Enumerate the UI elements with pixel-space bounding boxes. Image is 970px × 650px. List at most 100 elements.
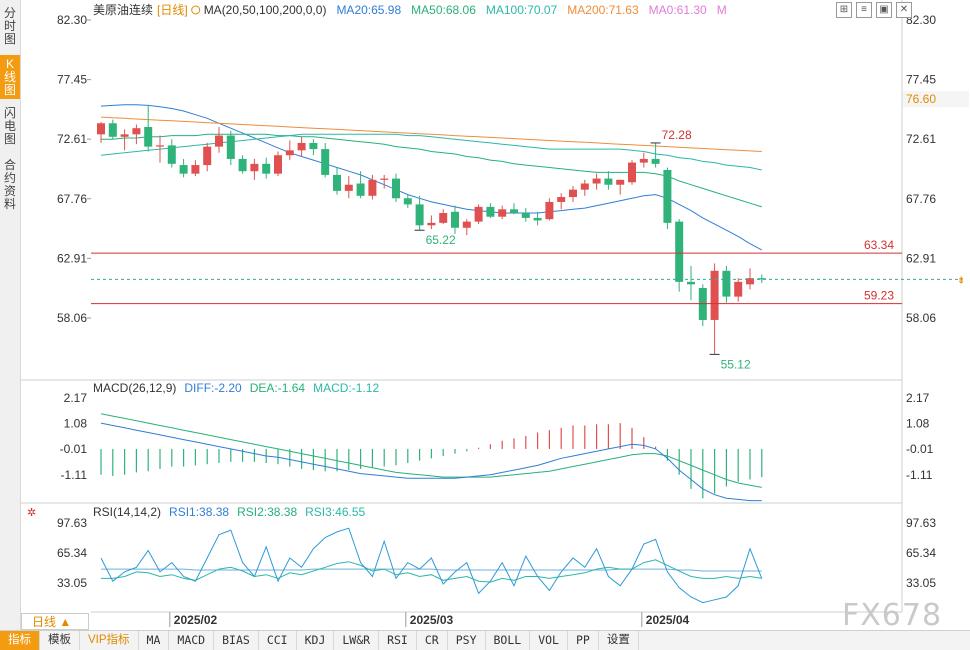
macd-tick-right: -1.11 <box>906 468 933 482</box>
chart-labels: 82.30 82.30 77.45 77.45 72.61 72.61 67.76 67.76… <box>27 2 969 627</box>
side-tab-2[interactable]: 闪 电 图 <box>3 106 16 146</box>
candle-body <box>250 163 259 172</box>
toolbar-item-14[interactable]: PP <box>568 631 599 650</box>
candle-body <box>156 145 164 147</box>
side-tab-0[interactable]: 分 时 图 <box>3 6 16 46</box>
macd-diff-line <box>100 422 762 502</box>
last-price-marker: ⇟ <box>957 275 965 286</box>
toolbar-item-10[interactable]: CR <box>417 631 448 650</box>
time-label: 2025/04 <box>646 613 690 627</box>
rsi-tick-left: 33.05 <box>57 576 87 590</box>
price-tick-right: 82.30 <box>906 13 936 27</box>
candle-body <box>262 163 271 174</box>
rsi-settings-icon: ✲ <box>27 507 36 519</box>
candle-body <box>226 135 235 159</box>
ma-value-0: MA20:65.98 <box>336 3 401 17</box>
grid <box>21 0 903 627</box>
macd-tick-right: -0.01 <box>906 442 934 456</box>
candle-body <box>498 209 507 217</box>
time-label: 2025/03 <box>410 613 454 627</box>
candle-body <box>510 209 518 214</box>
candle-body <box>403 198 412 205</box>
candle-body <box>274 155 282 174</box>
toolbar-item-3[interactable]: MA <box>139 631 170 650</box>
ma-line-ma100 <box>100 133 762 171</box>
toolbar-item-9[interactable]: RSI <box>379 631 417 650</box>
price-tick-right: 62.91 <box>906 251 936 265</box>
toolbar-item-8[interactable]: LW&R <box>334 631 380 650</box>
toolbar-item-0[interactable]: 指标 <box>0 631 40 650</box>
candle-body <box>722 270 731 297</box>
candle-body <box>545 201 554 220</box>
candle-body <box>474 206 483 222</box>
candle-body <box>368 179 377 196</box>
period-button[interactable]: 日线 ▲ <box>21 613 89 630</box>
side-tab-1[interactable]: K 线 图 <box>0 55 20 99</box>
toolbar-item-12[interactable]: BOLL <box>486 631 531 650</box>
ma-params: MA(20,50,100,200,0,0) <box>204 3 327 17</box>
toolbar-item-13[interactable]: VOL <box>530 631 568 650</box>
price-tick-left: 58.06 <box>57 311 87 325</box>
bars-icon[interactable]: ≡ <box>856 2 872 18</box>
toolbar-item-1[interactable]: 模板 <box>40 631 80 650</box>
ma-line-ma20 <box>100 104 763 251</box>
expand-icon[interactable]: ⊞ <box>836 2 852 18</box>
price-tick-left: 82.30 <box>57 13 87 27</box>
toolbar-item-6[interactable]: CCI <box>259 631 297 650</box>
low-annotation-2: 55.12 <box>721 357 751 371</box>
period-label: [日线] <box>157 3 188 17</box>
rsi1-label: RSI1:38.38 <box>169 505 229 519</box>
candle-body <box>321 149 330 175</box>
price-tick-left: 72.61 <box>57 132 87 146</box>
toolbar-item-11[interactable]: PSY <box>448 631 486 650</box>
candle-body <box>462 221 471 228</box>
rsi3-label: RSI3:46.55 <box>305 505 365 519</box>
candle-body <box>569 189 577 198</box>
candle-body <box>297 142 306 151</box>
watermark: FX678 <box>842 598 943 633</box>
rsi-tick-left: 65.34 <box>57 546 87 560</box>
price-tick-right: 58.06 <box>906 311 936 325</box>
macd-tick-left: -0.01 <box>60 442 88 456</box>
macd-dea-line <box>100 413 762 488</box>
price-tick-right: 67.76 <box>906 192 936 206</box>
candle-body <box>592 178 601 184</box>
price-tick-left: 77.45 <box>57 73 87 87</box>
candle-body <box>215 135 223 147</box>
rsi2-line <box>101 559 762 583</box>
toolbar-item-4[interactable]: MACD <box>169 631 215 650</box>
rsi1-line <box>100 527 763 604</box>
candle-body <box>144 126 153 147</box>
candle-body <box>757 278 766 280</box>
toolbar-item-2[interactable]: VIP指标 <box>80 631 139 650</box>
side-tab-3[interactable]: 合 约 资 料 <box>3 158 16 211</box>
candle-body <box>97 123 105 135</box>
candle-body <box>439 213 448 223</box>
ma-value-5: M <box>717 3 727 17</box>
ma-line-ma200 <box>100 116 762 152</box>
toolbar-item-7[interactable]: KDJ <box>297 631 335 650</box>
macd-tick-right: 1.08 <box>906 417 930 431</box>
rsi2-label: RSI2:38.38 <box>237 505 297 519</box>
price-tick-right: 72.61 <box>906 132 936 146</box>
toolbar-item-15[interactable]: 设置 <box>599 631 639 650</box>
toolbar-item-5[interactable]: BIAS <box>214 631 259 650</box>
candle-body <box>333 174 341 191</box>
candlestick-chart[interactable]: 63.34 59.23 ⇟ 72.28 65.22 55.12 82.30 82.30 77.… <box>21 0 970 630</box>
close-icon[interactable]: ✕ <box>896 2 912 18</box>
macd-panel <box>100 413 763 502</box>
candle-body <box>486 206 495 217</box>
candle-body <box>521 213 530 218</box>
current-price-tag-bg <box>903 91 969 107</box>
rsi-tick-left: 97.63 <box>57 516 87 530</box>
candle-body <box>380 178 389 180</box>
candle-body <box>344 184 353 191</box>
restore-icon[interactable]: ▣ <box>876 2 892 18</box>
indicator-toolbar: 指标 模板 VIP指标 MA MACD BIAS CCI KDJ LW&R RSI CR PSY BOL… <box>0 630 970 650</box>
rsi-tick-right: 65.34 <box>906 546 936 560</box>
candle-body <box>734 281 743 297</box>
candle-body <box>533 217 542 221</box>
candle-body <box>616 179 625 185</box>
candles <box>97 104 766 355</box>
candle-body <box>285 150 294 156</box>
